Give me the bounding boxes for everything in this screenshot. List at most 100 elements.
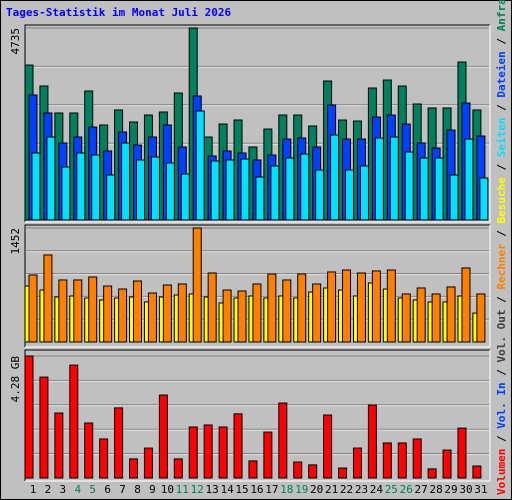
bar	[210, 160, 220, 221]
bar	[267, 273, 277, 343]
bar	[136, 159, 146, 221]
bar	[106, 174, 116, 221]
x-tick-label: 20	[310, 483, 323, 496]
legend-separator: /	[495, 157, 508, 177]
x-tick-label: 14	[220, 483, 234, 496]
bar	[46, 136, 56, 221]
bar	[371, 270, 381, 343]
y-tick-label: 4735	[9, 28, 22, 55]
x-tick-label: 7	[119, 483, 126, 496]
bar	[338, 467, 348, 479]
bar	[434, 157, 444, 221]
bar	[327, 271, 337, 343]
bar	[352, 447, 362, 479]
bar	[278, 402, 288, 479]
bar	[270, 165, 280, 221]
bar	[177, 283, 187, 343]
legend-separator: /	[495, 363, 508, 383]
bar	[218, 426, 228, 479]
bar	[293, 461, 303, 479]
legend-separator: /	[495, 429, 508, 449]
x-tick-label: 19	[295, 483, 308, 496]
x-tick-label: 13	[206, 483, 219, 496]
bar	[143, 447, 153, 479]
bar	[84, 422, 94, 479]
legend-entry: Vol. In	[495, 382, 508, 428]
legend-entry: Dateien	[495, 51, 508, 97]
bar	[472, 465, 482, 479]
x-tick-label: 26	[400, 483, 413, 496]
bar	[207, 272, 217, 343]
bar	[121, 142, 131, 221]
panel-bevel-light	[25, 25, 491, 223]
bar	[252, 283, 262, 343]
bar	[69, 364, 79, 479]
bar	[464, 138, 474, 221]
bar	[28, 274, 38, 343]
bar	[114, 407, 124, 479]
panel-bevel-light	[25, 225, 491, 348]
x-tick-label: 18	[280, 483, 293, 496]
bar	[404, 151, 414, 221]
legend-entry: Seiten	[495, 117, 508, 157]
bar	[356, 272, 366, 343]
bar	[342, 269, 352, 343]
x-tick-label: 31	[474, 483, 487, 496]
bar	[225, 159, 235, 221]
x-tick-label: 16	[250, 483, 263, 496]
y-tick-label: 1452	[9, 228, 22, 255]
bar	[255, 176, 265, 221]
legend-entry: Vol. Out	[495, 310, 508, 363]
bar	[192, 227, 202, 343]
bar	[449, 174, 459, 221]
bar	[416, 287, 426, 343]
bar	[129, 458, 139, 479]
bar	[382, 442, 392, 479]
chart-title: Tages-Statistik im Monat Juli 2026	[6, 6, 232, 19]
legend-entry: Volumen	[495, 449, 508, 495]
x-tick-label: 3	[60, 483, 67, 496]
bar	[43, 254, 53, 343]
x-tick-label: 8	[134, 483, 141, 496]
bar	[31, 152, 41, 221]
x-tick-label: 17	[265, 483, 278, 496]
bar	[386, 269, 396, 343]
bar	[300, 153, 310, 221]
legend-separator: /	[495, 223, 508, 243]
bar	[282, 279, 292, 343]
y-tick-label: 4.28 GB	[9, 356, 22, 403]
x-tick-label: 15	[235, 483, 248, 496]
bar	[285, 157, 295, 221]
bar	[431, 293, 441, 343]
x-tick-label: 10	[161, 483, 174, 496]
legend: Volumen / Vol. In / Vol. Out / Rechner /…	[495, 0, 508, 495]
bar	[248, 460, 258, 479]
x-tick-label: 23	[355, 483, 368, 496]
bar	[412, 438, 422, 479]
bar	[150, 156, 160, 221]
bar	[297, 273, 307, 343]
bar	[58, 279, 68, 343]
bar	[389, 136, 399, 221]
x-tick-label: 1	[30, 483, 37, 496]
legend-entry: Rechner	[495, 243, 508, 290]
panel-bevel-light	[25, 350, 491, 482]
bar	[419, 157, 429, 221]
bar	[345, 169, 355, 221]
bar	[54, 412, 64, 479]
bar	[330, 134, 340, 221]
bar	[315, 169, 325, 221]
x-tick-label: 29	[444, 483, 457, 496]
bar	[24, 355, 34, 479]
bar	[39, 376, 49, 479]
bar	[203, 424, 213, 479]
x-tick-label: 4	[74, 483, 81, 496]
bar	[476, 293, 486, 343]
bar	[446, 286, 456, 343]
x-tick-label: 22	[340, 483, 353, 496]
x-tick-label: 24	[370, 483, 384, 496]
x-tick-label: 30	[459, 483, 472, 496]
bar	[173, 458, 183, 479]
bar	[118, 288, 128, 343]
